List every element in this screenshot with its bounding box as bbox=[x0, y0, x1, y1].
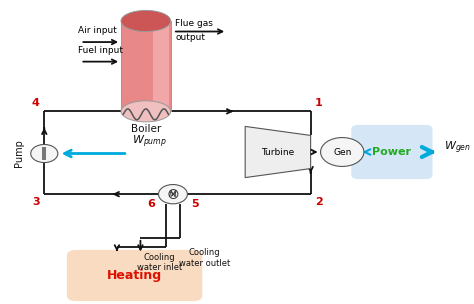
Text: Cooling
water inlet: Cooling water inlet bbox=[137, 253, 182, 272]
Text: $\otimes$: $\otimes$ bbox=[166, 187, 180, 202]
Text: Power: Power bbox=[373, 147, 411, 157]
FancyBboxPatch shape bbox=[67, 250, 202, 301]
Circle shape bbox=[320, 137, 364, 167]
Ellipse shape bbox=[121, 10, 171, 32]
Text: Heating: Heating bbox=[107, 269, 162, 282]
Text: Flue gas: Flue gas bbox=[175, 19, 213, 28]
Text: M: M bbox=[169, 190, 177, 199]
Text: 6: 6 bbox=[147, 199, 155, 209]
Circle shape bbox=[158, 185, 187, 204]
Text: output: output bbox=[175, 33, 205, 42]
Text: Air input: Air input bbox=[78, 26, 117, 36]
Text: Turbine: Turbine bbox=[261, 147, 294, 157]
FancyBboxPatch shape bbox=[351, 125, 432, 179]
Text: $W_{gen}$: $W_{gen}$ bbox=[444, 139, 471, 156]
Text: Gen: Gen bbox=[333, 147, 351, 157]
Bar bbox=[121, 21, 171, 111]
Text: Cooling
water outlet: Cooling water outlet bbox=[179, 248, 230, 268]
Text: 4: 4 bbox=[32, 98, 40, 108]
Polygon shape bbox=[245, 126, 310, 178]
Bar bbox=[43, 147, 46, 160]
Text: 3: 3 bbox=[32, 197, 40, 207]
Text: 2: 2 bbox=[315, 197, 323, 207]
Text: $W_{pump}$: $W_{pump}$ bbox=[132, 134, 167, 150]
Text: 5: 5 bbox=[191, 199, 199, 209]
Text: Fuel input: Fuel input bbox=[78, 46, 123, 55]
Text: Pump: Pump bbox=[14, 140, 25, 168]
Text: Boiler: Boiler bbox=[131, 124, 161, 134]
Text: 1: 1 bbox=[315, 98, 323, 108]
Bar bbox=[153, 21, 169, 111]
Circle shape bbox=[31, 144, 58, 163]
Ellipse shape bbox=[121, 101, 171, 122]
